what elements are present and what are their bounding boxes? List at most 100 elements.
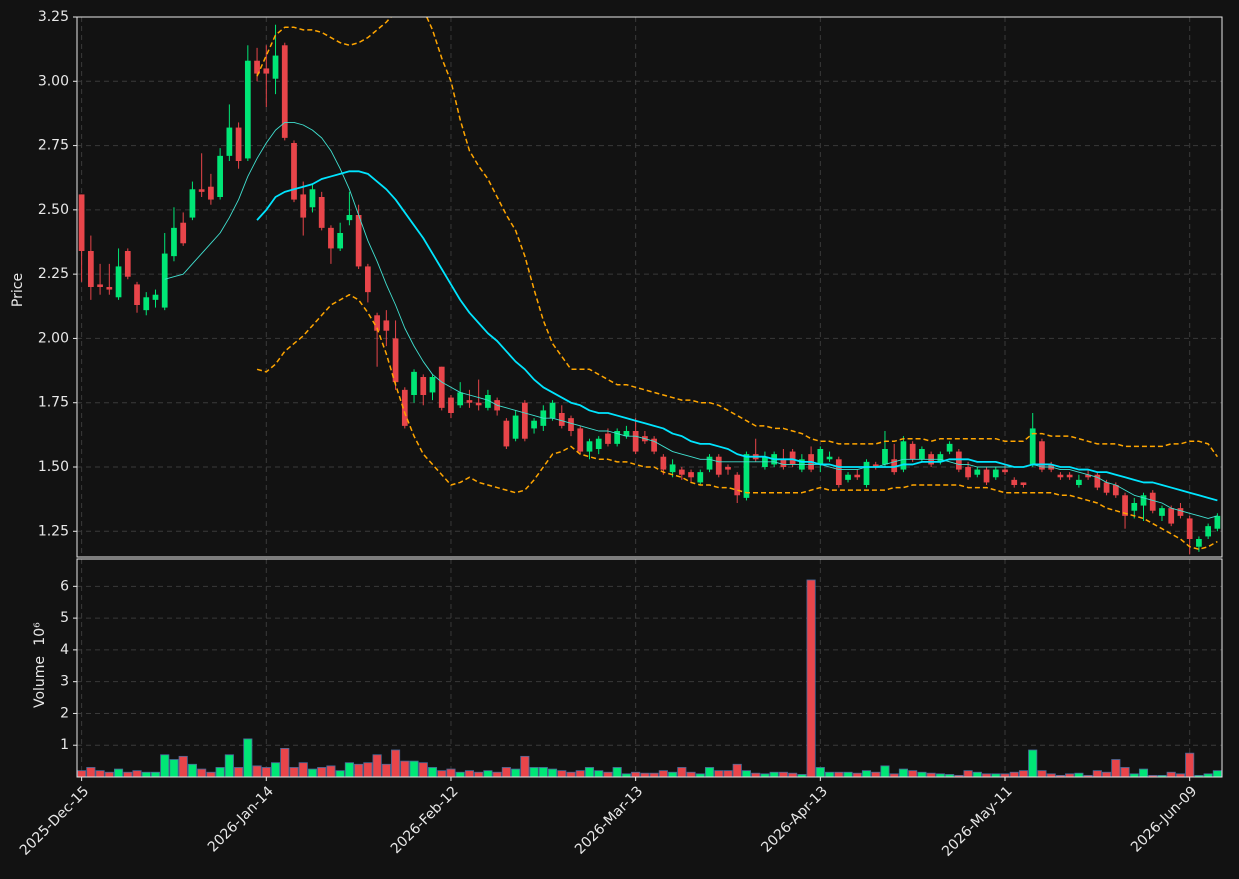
candle-body: [882, 449, 888, 465]
candle-body: [891, 459, 898, 473]
volume-bar: [104, 771, 114, 777]
volume-bar: [788, 772, 798, 777]
price-frame: [76, 16, 1223, 558]
volume-bar: [732, 763, 742, 777]
candle-body: [466, 400, 473, 403]
volume-bar: [132, 770, 142, 777]
volume-bar: [529, 767, 539, 777]
candle-body: [383, 320, 390, 331]
volume-bar: [815, 767, 825, 777]
volume-bar: [520, 755, 530, 777]
candle-body: [512, 415, 519, 439]
candle-body: [115, 266, 122, 298]
candle-body: [272, 55, 279, 79]
candle-body: [1177, 508, 1184, 516]
volume-bar: [880, 765, 890, 777]
volume-bar: [538, 767, 548, 777]
candle-body: [521, 402, 528, 439]
candle-body: [1196, 539, 1202, 547]
candle-body: [1122, 495, 1128, 516]
volume-bar: [704, 767, 715, 777]
candle-body: [300, 194, 307, 218]
candle-body: [1103, 482, 1110, 493]
candle-body: [244, 60, 251, 159]
volume-bar: [640, 772, 650, 777]
volume-bar: [252, 765, 262, 777]
y-tick-label: 3: [60, 674, 69, 690]
band-line: [256, 17, 1218, 458]
candle-body: [143, 297, 150, 311]
y-tick-label: 1: [60, 737, 69, 753]
candle-body: [208, 186, 214, 200]
volume-bar: [160, 754, 170, 777]
volume-axis-label: Volume: [32, 656, 48, 708]
volume-bar: [1166, 771, 1176, 777]
moving-average-line: [164, 121, 1218, 519]
y-tick-label: 3.25: [38, 9, 69, 25]
candle-body: [1094, 474, 1101, 488]
candle-body: [78, 194, 85, 251]
volume-bar: [344, 762, 354, 777]
candle-body: [124, 251, 131, 277]
volume-bar: [649, 772, 659, 777]
candle-body: [863, 461, 870, 485]
candle-body: [558, 413, 565, 426]
price-axis-label: Price: [10, 273, 26, 307]
candle-body: [688, 472, 694, 478]
candle-body: [817, 449, 824, 465]
candle-body: [263, 68, 270, 74]
candle-body: [632, 431, 639, 452]
candle-body: [189, 189, 196, 218]
volume-bar: [557, 770, 567, 777]
candle-body: [1149, 492, 1156, 511]
volume-bar: [206, 771, 216, 777]
candle-body: [226, 127, 233, 156]
volume-bar: [1028, 749, 1038, 777]
volume-bar: [270, 762, 281, 777]
candle-body: [715, 456, 722, 475]
candle-body: [1205, 526, 1212, 537]
volume-bar: [289, 767, 299, 777]
candle-body: [438, 366, 445, 408]
candle-body: [697, 472, 704, 483]
candle-body: [1020, 482, 1027, 485]
volume-bar: [400, 760, 410, 777]
volume-bar: [418, 762, 428, 777]
volume-bar: [1092, 770, 1102, 777]
candle-body: [974, 469, 981, 475]
candle-body: [337, 233, 344, 249]
volume-bar: [492, 771, 502, 777]
volume-bar: [908, 770, 918, 777]
candle-body: [725, 467, 731, 470]
candle-body: [983, 469, 990, 483]
candle-body: [134, 284, 140, 305]
volume-bar: [677, 767, 687, 777]
volume-bar: [1120, 767, 1130, 777]
candle-body: [651, 438, 657, 452]
candle-body: [401, 389, 408, 426]
candle-body: [1029, 428, 1036, 465]
volume-bar: [197, 768, 207, 777]
candle-body: [355, 215, 362, 267]
volume-bar: [86, 767, 96, 777]
moving-average-line: [256, 170, 1218, 502]
volume-bar: [834, 771, 844, 777]
volume-bar: [861, 770, 872, 777]
volume-bar: [714, 770, 724, 777]
candle-body: [605, 433, 611, 444]
candle-body: [1159, 508, 1165, 516]
candle-body: [198, 189, 205, 192]
volume-bar: [612, 767, 622, 777]
candle-body: [171, 227, 177, 257]
candle-body: [328, 227, 334, 249]
volume-bar: [566, 771, 576, 777]
volume-bar: [483, 770, 493, 777]
candle-body: [217, 155, 223, 197]
volume-bar: [307, 768, 318, 777]
y-tick-label: 4: [60, 642, 69, 658]
candle-body: [669, 464, 676, 473]
volume-bar: [1138, 768, 1149, 777]
price-panel: [78, 17, 1221, 555]
volume-bar: [1037, 770, 1047, 777]
candle-body: [955, 451, 962, 470]
